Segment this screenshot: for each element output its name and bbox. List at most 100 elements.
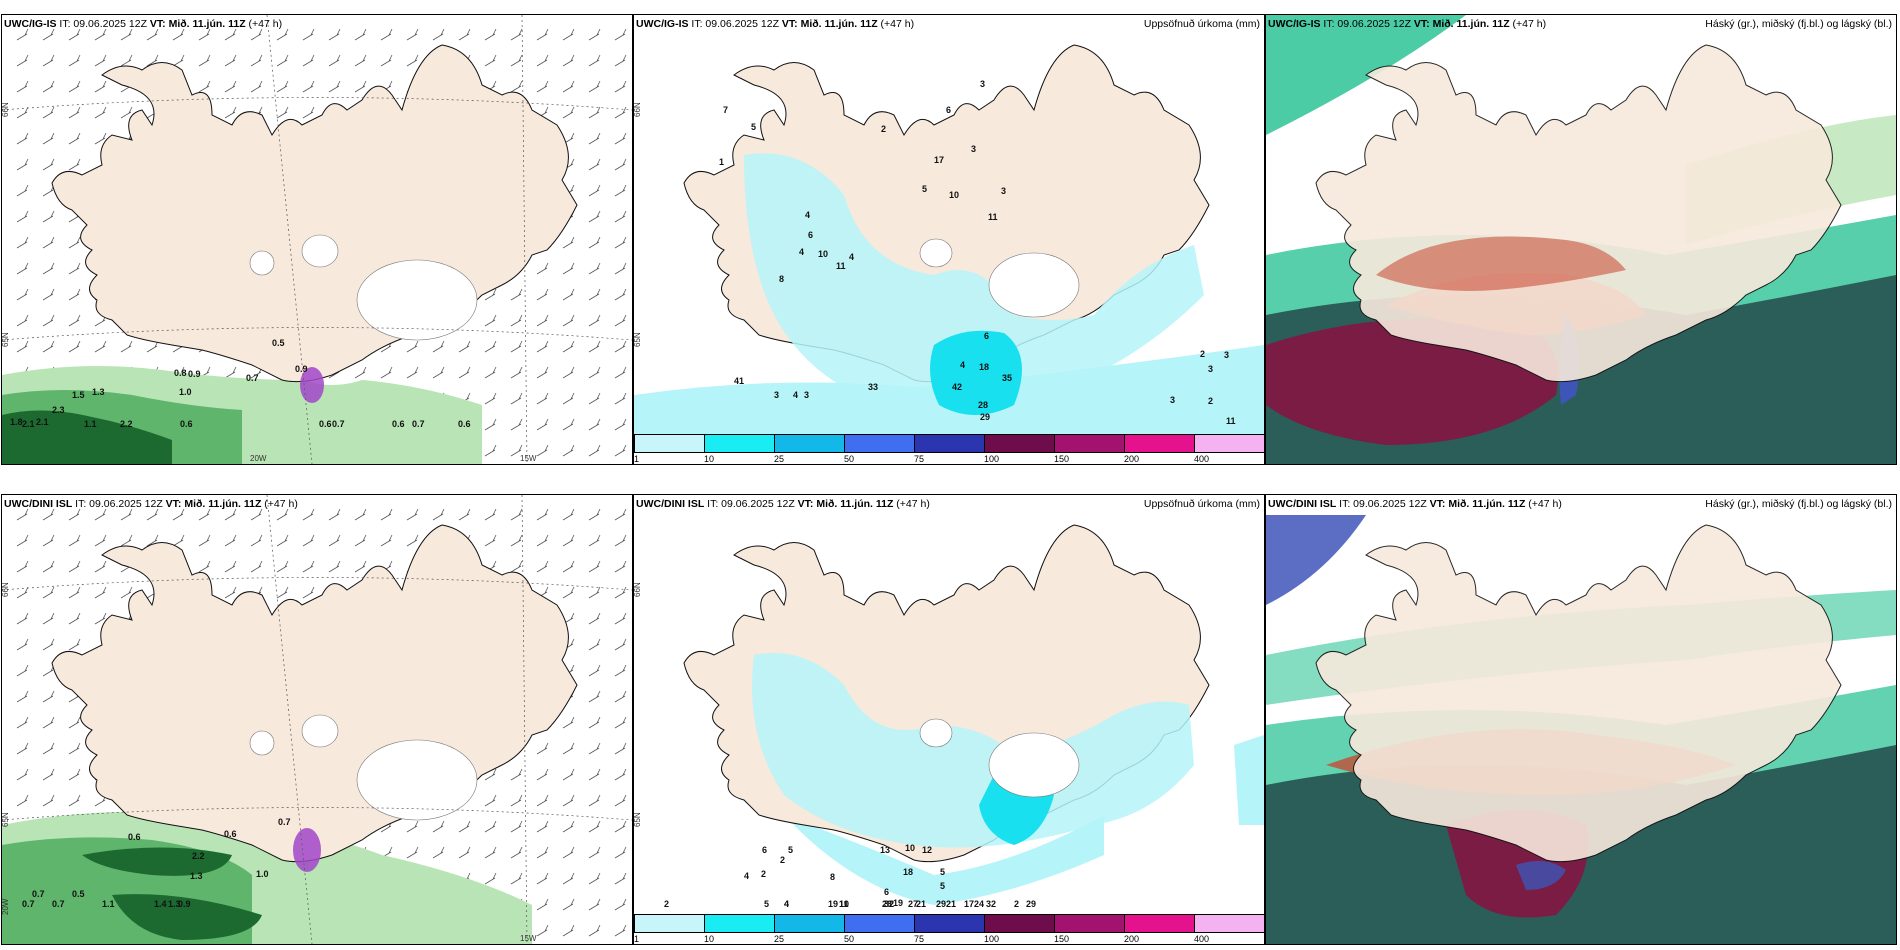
value-label: 18	[979, 362, 989, 372]
wind-barb	[562, 742, 575, 755]
value-label: 12	[922, 845, 932, 855]
wind-barb	[354, 54, 367, 67]
wind-barb	[458, 846, 471, 859]
wind-barb	[328, 80, 341, 93]
wind-barb	[250, 534, 263, 547]
wind-barb	[16, 80, 29, 93]
wind-barb	[458, 366, 471, 379]
wind-barb	[94, 340, 107, 353]
wind-barb	[588, 508, 601, 521]
wind-barb	[250, 28, 263, 41]
wind-barb	[68, 508, 81, 521]
wind-barb	[250, 54, 263, 67]
wind-barb	[484, 846, 497, 859]
wind-barb	[562, 262, 575, 275]
wind-barb	[42, 768, 55, 781]
wind-barb	[42, 794, 55, 807]
wind-barb	[276, 80, 289, 93]
wind-barb	[68, 534, 81, 547]
wind-barb	[484, 314, 497, 327]
wind-barb	[588, 106, 601, 119]
value-label: 6	[984, 331, 989, 341]
wind-barb	[328, 508, 341, 521]
wind-barb	[250, 80, 263, 93]
colorbar-swatch	[984, 434, 1055, 453]
wind-barb	[42, 80, 55, 93]
value-label: 0.5	[272, 338, 285, 348]
value-label: 4	[793, 390, 798, 400]
wind-barb	[588, 872, 601, 885]
value-label: 28	[978, 400, 988, 410]
colorbar-tick-label: 200	[1124, 934, 1140, 944]
value-label: 0.7	[278, 817, 291, 827]
value-label: 5	[940, 881, 945, 891]
wind-barb	[484, 392, 497, 405]
wind-barb	[302, 534, 315, 547]
value-label: 2	[761, 869, 766, 879]
init-time: IT: 09.06.2025 12Z	[59, 18, 147, 30]
wind-barb	[42, 236, 55, 249]
wind-barb	[588, 80, 601, 93]
wind-barb	[68, 638, 81, 651]
colorbar-swatch	[984, 914, 1055, 933]
wind-barb	[588, 236, 601, 249]
value-label: 11	[1226, 416, 1236, 426]
wind-barb	[94, 534, 107, 547]
wind-barb	[68, 28, 81, 41]
wind-barb	[588, 794, 601, 807]
wind-barb	[68, 612, 81, 625]
wind-barb	[588, 444, 601, 457]
wind-barb	[536, 898, 549, 911]
wind-barb	[224, 80, 237, 93]
colorbar-tick-label: 400	[1194, 934, 1210, 944]
value-label: 5	[940, 867, 945, 877]
value-label: 19	[828, 899, 838, 909]
map-canvas	[1266, 15, 1896, 464]
wind-barb	[16, 638, 29, 651]
map-panel: 66N 65N 20W 15W 0.5 0.9 0.8 0.9 0.7 1.0 1.5 1.3…	[1, 14, 633, 465]
value-label: 6	[762, 845, 767, 855]
wind-barb	[614, 508, 627, 521]
wind-barb	[16, 184, 29, 197]
wind-barb	[120, 586, 133, 599]
value-label: 2	[664, 899, 669, 909]
lead-time: (+47 h)	[1528, 498, 1562, 510]
wind-barb	[302, 54, 315, 67]
wind-barb	[562, 314, 575, 327]
wind-barb	[510, 288, 523, 301]
wind-barb	[302, 508, 315, 521]
value-label: 1.0	[179, 387, 192, 397]
wind-barb	[42, 340, 55, 353]
wind-barb	[562, 288, 575, 301]
wind-barb	[588, 54, 601, 67]
wind-barb	[68, 80, 81, 93]
wind-barb	[198, 508, 211, 521]
wind-barb	[536, 340, 549, 353]
wind-barb	[68, 132, 81, 145]
wind-barb	[562, 418, 575, 431]
wind-barb	[562, 846, 575, 859]
wind-barb	[510, 340, 523, 353]
value-label: 32	[986, 899, 996, 909]
wind-barb	[94, 612, 107, 625]
colorbar-tick-label: 1	[634, 454, 640, 464]
value-label: 6	[808, 230, 813, 240]
wind-barb	[536, 418, 549, 431]
value-label: 11	[836, 261, 846, 271]
wind-barb	[68, 716, 81, 729]
value-label: 4	[799, 247, 804, 257]
wind-barb	[380, 366, 393, 379]
colorbar-tick-label: 1	[634, 934, 640, 944]
value-label: 29	[980, 412, 990, 422]
wind-barb	[588, 262, 601, 275]
colorbar-swatch	[1124, 434, 1195, 453]
colorbar-tick-label: 150	[1054, 454, 1070, 464]
wind-barb	[224, 534, 237, 547]
wind-barb	[484, 366, 497, 379]
wind-barb	[16, 54, 29, 67]
axis-label: 65N	[634, 812, 642, 827]
wind-barb	[224, 366, 237, 379]
wind-barb	[536, 560, 549, 573]
valid-time-label: VT:	[165, 498, 182, 510]
value-label: 0.7	[32, 889, 45, 899]
